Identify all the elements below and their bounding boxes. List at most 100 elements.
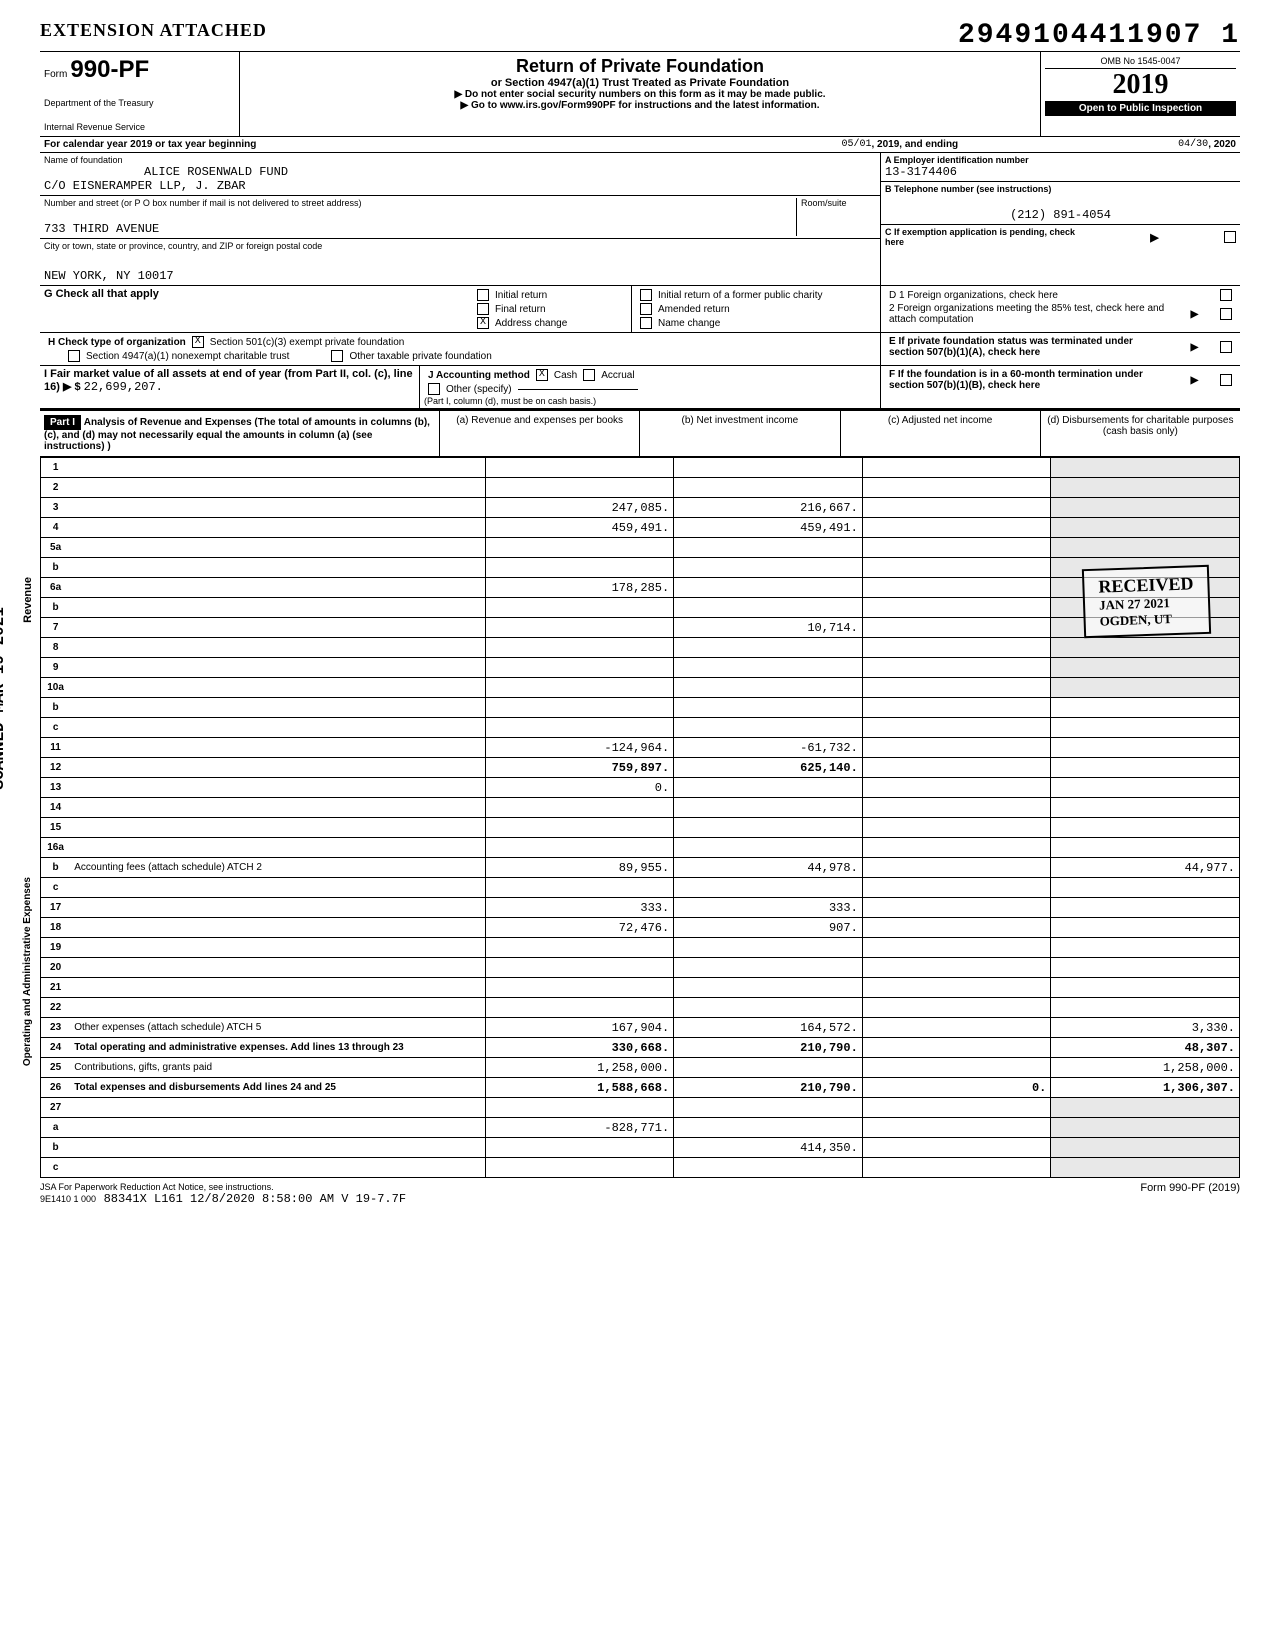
f-checkbox[interactable] [1220,374,1232,386]
col-a-value: 333. [485,898,674,918]
row-desc [70,738,485,758]
e-checkbox[interactable] [1220,341,1232,353]
col-a-value: -828,771. [485,1118,674,1138]
row-num: 15 [41,818,71,838]
col-b-value [674,658,863,678]
col-c-value [862,538,1051,558]
initial-checkbox[interactable] [477,289,489,301]
row-num: 21 [41,978,71,998]
addr-change-checkbox[interactable]: X [477,317,489,329]
row-desc: Contributions, gifts, grants paid [70,1058,485,1078]
other-tax-checkbox[interactable] [331,350,343,362]
cash-label: Cash [554,370,577,381]
col-a-value [485,638,674,658]
col-a-value [485,798,674,818]
part1-badge: Part I [44,415,81,430]
table-row: b [41,598,1240,618]
col-c-value [862,938,1051,958]
amended-checkbox[interactable] [640,303,652,315]
col-d-value [1051,558,1240,578]
trust-checkbox[interactable] [68,350,80,362]
table-row: 10a [41,678,1240,698]
d2-checkbox[interactable] [1220,308,1232,320]
table-wrapper: Revenue Operating and Administrative Exp… [40,457,1240,1178]
c-checkbox[interactable] [1224,231,1236,243]
col-b-value: 10,714. [674,618,863,638]
row-num: c [41,878,71,898]
col-b-value [674,998,863,1018]
initial-former-checkbox[interactable] [640,289,652,301]
other-method-checkbox[interactable] [428,383,440,395]
omb-number: OMB No 1545-0047 [1045,56,1236,69]
row-num: 3 [41,498,71,518]
part1-desc: Part I Analysis of Revenue and Expenses … [40,411,440,456]
col-a-value: 330,668. [485,1038,674,1058]
row-desc [70,838,485,858]
col-b-value [674,1158,863,1178]
col-b-value: 210,790. [674,1078,863,1098]
row-num: 13 [41,778,71,798]
col-d-value [1051,538,1240,558]
col-d-value [1051,618,1240,638]
d1-label: D 1 Foreign organizations, check here [889,290,1058,301]
col-d-head: (d) Disbursements for charitable purpose… [1041,411,1240,456]
accrual-checkbox[interactable] [583,369,595,381]
footer-batch: 88341X L161 12/8/2020 8:58:00 AM V 19-7.… [104,1192,406,1206]
initial-former-label: Initial return of a former public charit… [658,290,823,301]
table-row: 1 [41,458,1240,478]
form-prefix: Form [44,69,67,80]
care-of: C/O EISNERAMPER LLP, J. ZBAR [44,179,876,193]
row-num: 18 [41,918,71,938]
amended-label: Amended return [658,304,730,315]
col-d-value [1051,958,1240,978]
col-c-value [862,1138,1051,1158]
part1-title: Analysis of Revenue and Expenses (The to… [44,417,430,452]
table-row: 710,714. [41,618,1240,638]
row-num: 25 [41,1058,71,1078]
col-a-value [485,718,674,738]
ein-label: A Employer identification number [885,155,1236,165]
g-left: G Check all that apply [40,286,470,332]
c3-checkbox[interactable]: X [192,336,204,348]
addr-change-label: Address change [495,318,567,329]
table-row: 22 [41,998,1240,1018]
col-c-value [862,718,1051,738]
col-c-value [862,598,1051,618]
col-c-head: (c) Adjusted net income [841,411,1041,456]
col-d-value [1051,678,1240,698]
col-d-value [1051,798,1240,818]
table-row: 23Other expenses (attach schedule) ATCH … [41,1018,1240,1038]
name-change-checkbox[interactable] [640,317,652,329]
d1-checkbox[interactable] [1220,289,1232,301]
row-desc [70,698,485,718]
col-a-value [485,1098,674,1118]
table-row: 27 [41,1098,1240,1118]
row-num: 6a [41,578,71,598]
row-num: 20 [41,958,71,978]
col-d-value [1051,818,1240,838]
col-b-value [674,958,863,978]
table-row: c [41,878,1240,898]
form-id-block: Form 990-PF Department of the Treasury I… [40,52,240,136]
col-d-value [1051,458,1240,478]
row-num: 16a [41,838,71,858]
final-checkbox[interactable] [477,303,489,315]
row-desc: Total expenses and disbursements Add lin… [70,1078,485,1098]
table-row: a-828,771. [41,1118,1240,1138]
h-label: H Check type of organization [48,337,186,348]
year-suffix: 19 [1141,69,1169,100]
row-desc [70,578,485,598]
table-row: 17333.333. [41,898,1240,918]
expenses-side-label: Operating and Administrative Expenses [22,877,33,1066]
row-num: 2 [41,478,71,498]
footer-form: Form 990-PF (2019) [1140,1182,1240,1206]
col-a-value [485,938,674,958]
col-d-value: 48,307. [1051,1038,1240,1058]
col-c-value [862,498,1051,518]
col-b-value [674,598,863,618]
col-c-value [862,898,1051,918]
row-num: 12 [41,758,71,778]
col-b-value [674,778,863,798]
city-cell: City or town, state or province, country… [40,239,880,285]
cash-checkbox[interactable]: X [536,369,548,381]
